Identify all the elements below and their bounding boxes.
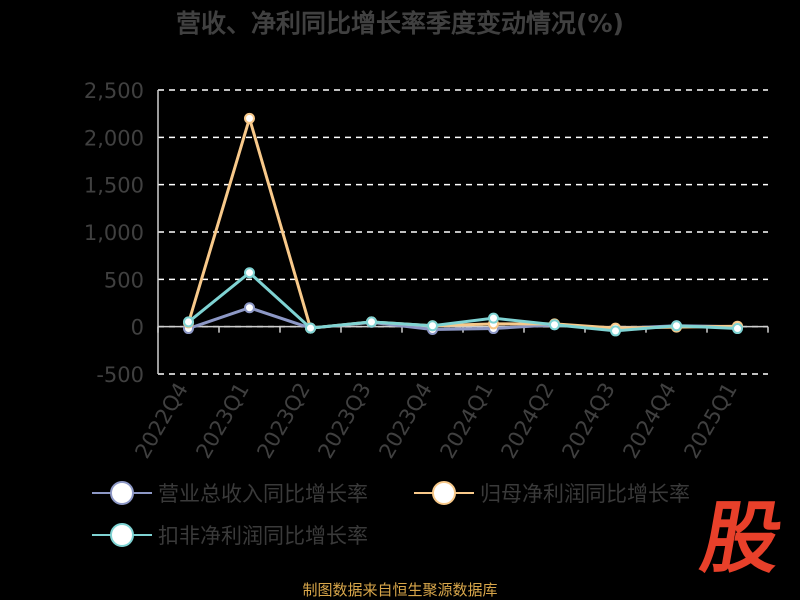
y-tick-label: 2,000	[84, 126, 144, 150]
series-3-point	[366, 316, 377, 328]
legend-item-revenue[interactable]: 营业总收入同比增长率	[92, 478, 368, 508]
series-3-point	[610, 325, 621, 337]
series-3-point	[549, 319, 560, 331]
series-3-point	[671, 320, 682, 332]
chart-title: 营收、净利同比增长率季度变动情况(%)	[176, 9, 624, 38]
y-tick-label: 0	[131, 316, 144, 340]
legend-label-net-profit: 归母净利润同比增长率	[480, 482, 690, 506]
series-line-2	[187, 113, 738, 330]
series-3-point	[427, 320, 438, 332]
series-3-point	[488, 312, 499, 324]
x-tick-label: 2022Q4	[130, 379, 192, 463]
legend-swatch-revenue	[92, 478, 152, 508]
x-tick-label: 2024Q4	[618, 379, 680, 463]
legend-item-deducted-profit[interactable]: 扣非净利润同比增长率	[92, 520, 368, 550]
series-line-3	[187, 270, 738, 333]
x-tick-label: 2023Q2	[252, 379, 314, 463]
x-tick-label: 2023Q4	[374, 379, 436, 463]
y-tick-label: 1,000	[84, 221, 144, 245]
y-tick-label: 1,500	[84, 174, 144, 198]
legend-swatch-deducted-profit	[92, 520, 152, 550]
legend-item-net-profit[interactable]: 归母净利润同比增长率	[414, 478, 690, 508]
series-3-point	[305, 322, 316, 334]
data-source-note: 制图数据来自恒生聚源数据库	[302, 581, 498, 599]
x-tick-label: 2023Q3	[313, 379, 375, 463]
series-3-point	[732, 323, 743, 335]
series-3-point	[183, 316, 194, 328]
x-tick-label: 2024Q3	[557, 379, 619, 463]
series-3-point	[244, 267, 255, 279]
x-tick-label: 2024Q1	[435, 379, 497, 463]
x-tick-label: 2023Q1	[191, 379, 253, 463]
legend-label-deducted-profit: 扣非净利润同比增长率	[158, 524, 368, 548]
y-tick-label: -500	[96, 363, 144, 387]
x-tick-label: 2025Q1	[679, 379, 741, 463]
series-2-point	[244, 112, 255, 124]
y-tick-label: 500	[104, 268, 144, 292]
legend-label-revenue: 营业总收入同比增长率	[158, 482, 368, 506]
x-tick-label: 2024Q2	[496, 379, 558, 463]
legend-swatch-net-profit	[414, 478, 474, 508]
series-1-point	[244, 302, 255, 314]
y-tick-label: 2,500	[84, 79, 144, 103]
